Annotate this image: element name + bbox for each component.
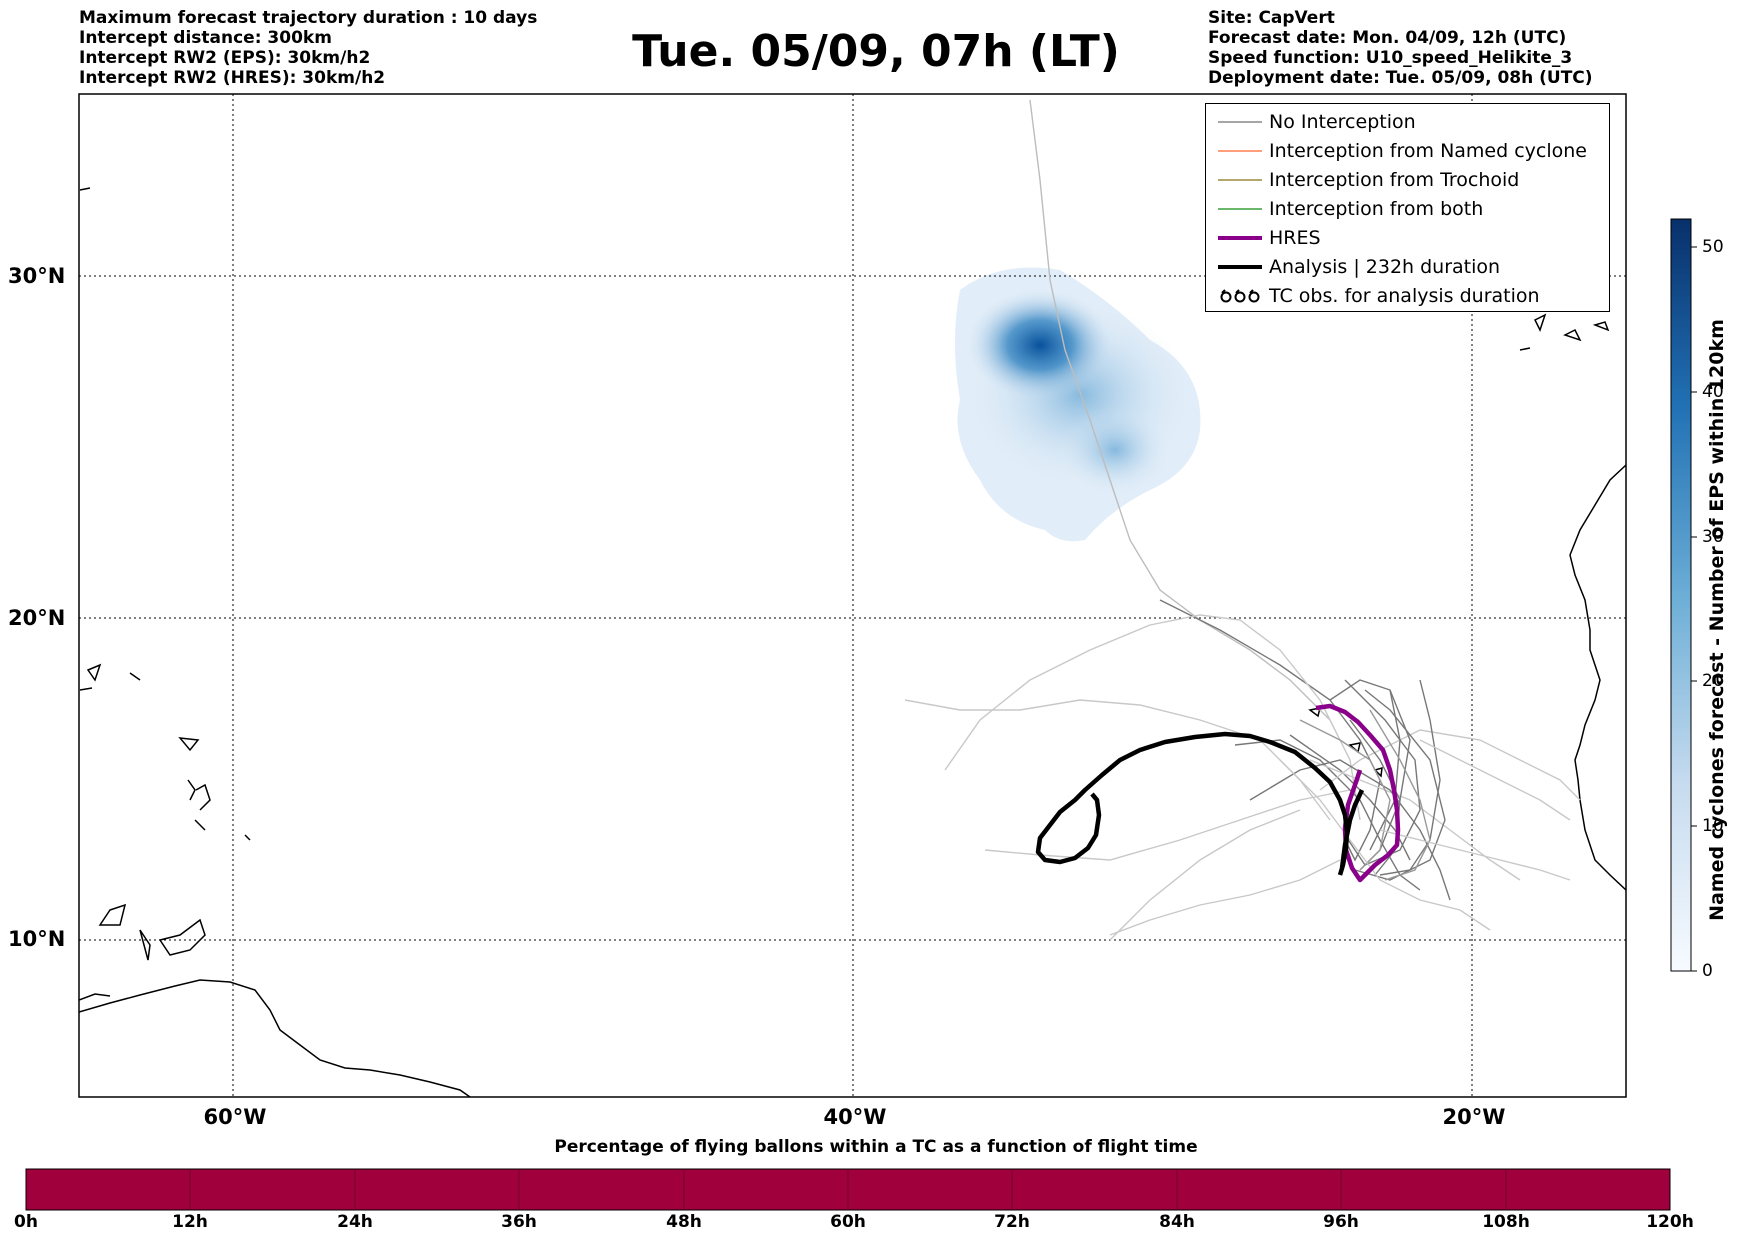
timebar-tick-label: 12h xyxy=(172,1212,208,1232)
timebar-tick-label: 72h xyxy=(994,1212,1030,1232)
header-info-left: Maximum forecast trajectory duration : 1… xyxy=(79,8,537,88)
timebar-tick-label: 24h xyxy=(337,1212,373,1232)
colorbar-tick-label: 40 xyxy=(1702,382,1724,402)
legend-label: Analysis | 232h duration xyxy=(1269,256,1501,278)
timebar-tick-label: 96h xyxy=(1323,1212,1359,1232)
legend-item-trochoid: Interception from Trochoid xyxy=(1206,166,1609,194)
legend-label: Interception from both xyxy=(1269,198,1484,220)
map-frame xyxy=(78,93,1627,1098)
graticule xyxy=(79,94,1626,1097)
colorbar-tick-label: 10 xyxy=(1702,816,1724,836)
timebar-tick-label: 108h xyxy=(1482,1212,1530,1232)
timebar-tick-label: 48h xyxy=(666,1212,702,1232)
timebar-tick-label: 0h xyxy=(14,1212,38,1232)
time-colorbar xyxy=(25,1168,1671,1211)
colorbar-tick-label: 20 xyxy=(1702,671,1724,691)
legend: No Interception Interception from Named … xyxy=(1205,103,1610,312)
header-line: Forecast date: Mon. 04/09, 12h (UTC) xyxy=(1208,28,1567,48)
lat-label-30n: 30°N xyxy=(8,264,66,288)
header-line: Intercept distance: 300km xyxy=(79,28,332,48)
timebar-tick-label: 36h xyxy=(501,1212,537,1232)
legend-item-hres: HRES xyxy=(1206,224,1609,252)
line-icon xyxy=(1218,236,1262,240)
page-title: Tue. 05/09, 07h (LT) xyxy=(632,26,1120,77)
line-icon xyxy=(1218,208,1262,210)
timebar-tick-label: 84h xyxy=(1159,1212,1195,1232)
legend-item-analysis: Analysis | 232h duration xyxy=(1206,253,1609,281)
colorbar-tick-label: 50 xyxy=(1702,237,1724,257)
coastlines xyxy=(79,187,1626,1097)
legend-item-no-interception: No Interception xyxy=(1206,108,1609,136)
header-info-right: Site: CapVert Forecast date: Mon. 04/09,… xyxy=(1208,8,1593,88)
line-icon xyxy=(1218,150,1262,152)
header-line: Intercept RW2 (HRES): 30km/h2 xyxy=(79,68,386,88)
line-icon xyxy=(1218,179,1262,181)
legend-label: Interception from Trochoid xyxy=(1269,169,1520,191)
lat-label-20n: 20°N xyxy=(8,606,66,630)
line-icon xyxy=(1218,121,1262,123)
colorbar-tick-label: 30 xyxy=(1702,527,1724,547)
legend-item-tc-obs: TC obs. for analysis duration xyxy=(1206,282,1609,310)
eps-trajectories xyxy=(904,99,1581,941)
colorbar-label: Named cyclones forecast - Number of EPS … xyxy=(1706,319,1728,921)
header-line: Intercept RW2 (EPS): 30km/h2 xyxy=(79,48,371,68)
colorbar-tick-label: 0 xyxy=(1702,961,1713,981)
header-line: Deployment date: Tue. 05/09, 08h (UTC) xyxy=(1208,68,1593,88)
lon-label-60w: 60°W xyxy=(203,1105,267,1129)
tc-symbol-icon xyxy=(1220,289,1260,303)
legend-label: HRES xyxy=(1269,227,1321,249)
lon-label-20w: 20°W xyxy=(1442,1105,1506,1129)
lon-label-40w: 40°W xyxy=(823,1105,887,1129)
legend-label: TC obs. for analysis duration xyxy=(1269,285,1540,307)
header-line: Speed function: U10_speed_Helikite_3 xyxy=(1208,48,1573,68)
eps-density-field xyxy=(955,267,1201,542)
colorbar-vertical xyxy=(1670,218,1692,972)
legend-item-both: Interception from both xyxy=(1206,195,1609,223)
lat-label-10n: 10°N xyxy=(8,927,66,951)
legend-label: No Interception xyxy=(1269,111,1416,133)
timebar-tick-label: 60h xyxy=(830,1212,866,1232)
timebar-title: Percentage of flying ballons within a TC… xyxy=(554,1137,1198,1157)
timebar-tick-label: 120h xyxy=(1646,1212,1694,1232)
legend-label: Interception from Named cyclone xyxy=(1269,140,1587,162)
analysis-trajectory xyxy=(1035,731,1365,876)
line-icon xyxy=(1218,265,1262,269)
colorbar-ticks xyxy=(1691,246,1697,972)
legend-item-named-cyclone: Interception from Named cyclone xyxy=(1206,137,1609,165)
header-line: Site: CapVert xyxy=(1208,8,1335,28)
header-line: Maximum forecast trajectory duration : 1… xyxy=(79,8,538,28)
